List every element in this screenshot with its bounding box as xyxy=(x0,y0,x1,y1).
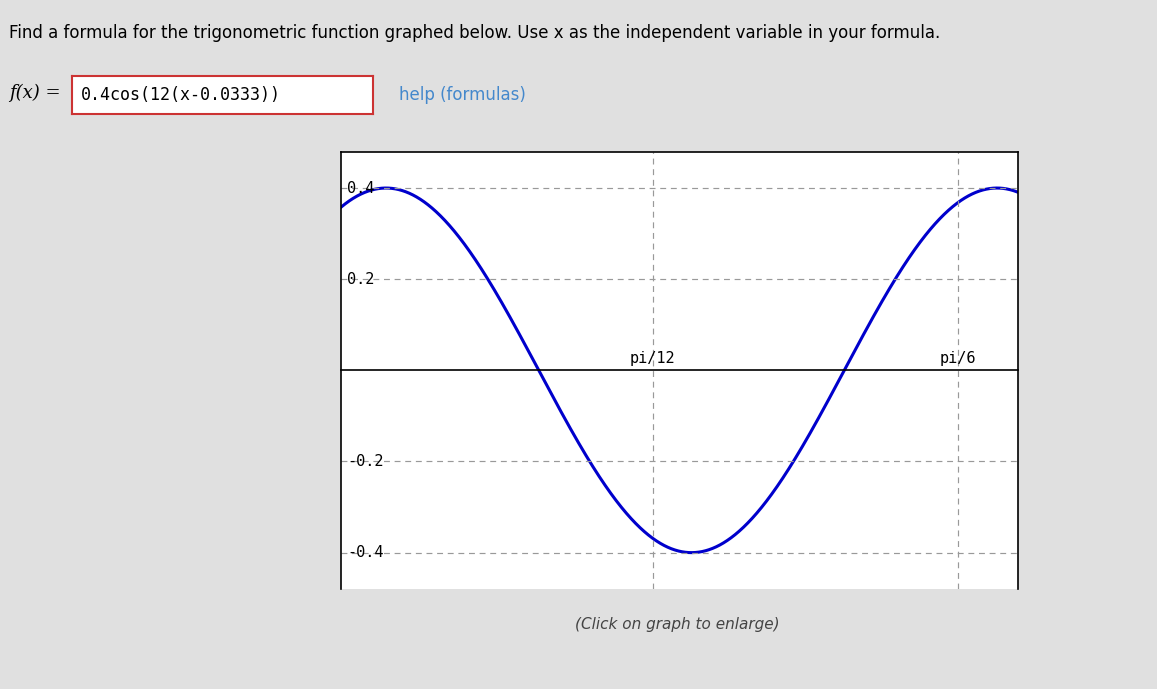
Text: pi/12: pi/12 xyxy=(629,351,676,366)
Text: 0.4cos(12(x-0.0333)): 0.4cos(12(x-0.0333)) xyxy=(81,85,281,104)
Text: 0.4: 0.4 xyxy=(347,181,375,196)
Text: -0.4: -0.4 xyxy=(347,545,384,560)
Text: 0.2: 0.2 xyxy=(347,271,375,287)
Text: help (formulas): help (formulas) xyxy=(399,86,526,104)
Text: -0.2: -0.2 xyxy=(347,454,384,469)
Text: (Click on graph to enlarge): (Click on graph to enlarge) xyxy=(575,617,779,632)
Text: Find a formula for the trigonometric function graphed below. Use x as the indepe: Find a formula for the trigonometric fun… xyxy=(9,24,941,42)
Text: f(x) =: f(x) = xyxy=(9,84,61,102)
Text: pi/6: pi/6 xyxy=(939,351,977,366)
